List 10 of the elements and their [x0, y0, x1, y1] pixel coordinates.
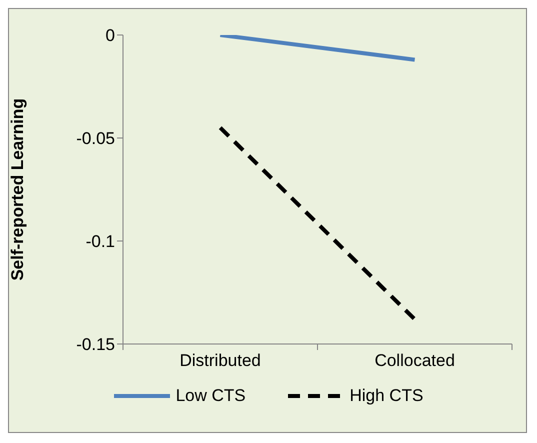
chart-frame: Distributed Collocated 0 -0.05 -0.1 -0.15 Self-reported Learning Low CTS High CTS [8, 8, 527, 433]
y-tick-label: -0.1 [86, 232, 115, 252]
x-tick-label: Collocated [374, 351, 455, 370]
y-axis-title: Self-reported Learning [8, 98, 28, 281]
y-tick-label: -0.05 [76, 129, 115, 148]
x-tick-label: Distributed [180, 351, 261, 370]
y-tick-label: 0 [106, 26, 115, 46]
legend-label: Low CTS [176, 386, 246, 406]
y-tick-label: -0.15 [76, 335, 115, 354]
legend-label: High CTS [350, 386, 424, 406]
